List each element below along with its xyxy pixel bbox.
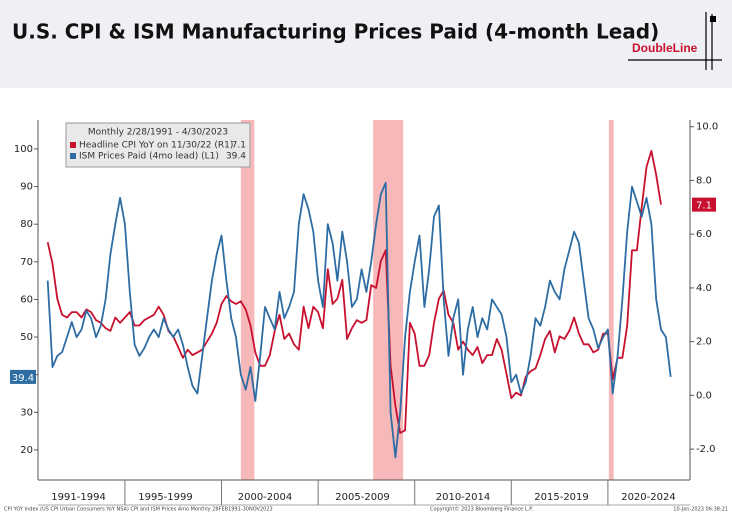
legend-title: Monthly 2/28/1991 - 4/30/2023 — [88, 128, 228, 138]
x-tick-label: 2000-2004 — [238, 492, 293, 503]
last-value-label: 39.4 — [12, 373, 34, 384]
y2-tick-label: 2.0 — [696, 337, 712, 348]
x-tick-label: 1991-1994 — [51, 492, 106, 503]
y-tick-label: 100 — [14, 144, 33, 155]
logo-text: DoubleLine — [632, 41, 698, 55]
y2-tick-label: -2.0 — [696, 444, 716, 455]
footer-note: Copyright© 2023 Bloomberg Finance L.P. — [430, 506, 533, 513]
logo-square — [710, 16, 716, 22]
x-tick-label: 2015-2019 — [534, 492, 589, 503]
y2-tick-label: 10.0 — [696, 122, 718, 133]
y-tick-label: 60 — [20, 294, 33, 305]
x-tick-label: 1995-1999 — [138, 492, 193, 503]
shaded-period — [608, 120, 614, 480]
series-line — [46, 150, 662, 434]
footer-note: CPI YOY Index (US CPI Urban Consumers Yo… — [4, 507, 273, 513]
y-tick-label: 70 — [20, 257, 33, 268]
legend-label: ISM Prices Paid (4mo lead) (L1) — [79, 152, 219, 162]
series-line — [46, 181, 672, 459]
y2-tick-label: 8.0 — [696, 175, 712, 186]
legend-swatch — [70, 153, 76, 159]
last-value-box — [10, 369, 36, 384]
legend-box — [65, 122, 251, 168]
legend-swatch — [70, 142, 76, 148]
y-tick-label: 50 — [20, 332, 33, 343]
y-tick-label: 20 — [20, 445, 33, 456]
shaded-period — [240, 120, 255, 480]
legend-value: 39.4 — [226, 152, 246, 162]
y2-tick-label: 4.0 — [696, 283, 712, 294]
footer-note: 10-Jan-2023 06:38:21 — [673, 507, 728, 513]
legend-value: 7.1 — [232, 141, 246, 151]
last-value-label: 7.1 — [696, 201, 712, 212]
title: U.S. CPI & ISM Manufacturing Prices Paid… — [12, 20, 659, 44]
last-value-box — [692, 197, 716, 212]
x-tick-label: 2010-2014 — [436, 492, 491, 503]
y2-tick-label: 6.0 — [696, 229, 712, 240]
x-tick-label: 2020-2024 — [621, 492, 676, 503]
legend-label: Headline CPI YoY on 11/30/22 (R1) — [79, 141, 233, 151]
y-tick-label: 30 — [20, 407, 33, 418]
y2-tick-label: 0.0 — [696, 390, 712, 401]
y-tick-label: 80 — [20, 219, 33, 230]
x-tick-label: 2005-2009 — [335, 492, 390, 503]
y-tick-label: 90 — [20, 182, 33, 193]
header-band — [0, 0, 732, 88]
logo: DoubleLine — [628, 12, 722, 70]
